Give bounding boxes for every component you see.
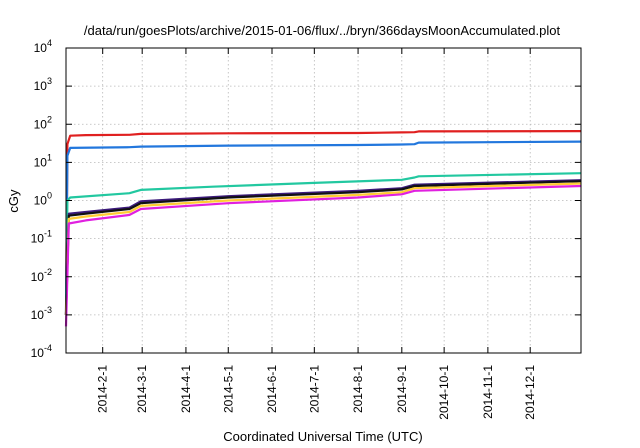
x-tick-label: 2014-8-1 <box>351 365 365 413</box>
chart-title: /data/run/goesPlots/archive/2015-01-06/f… <box>84 23 561 38</box>
y-tick-label: 100 <box>34 191 52 208</box>
x-tick-label: 2014-3-1 <box>135 365 149 413</box>
x-tick-label: 2014-4-1 <box>179 365 193 413</box>
y-tick-label: 10-2 <box>31 267 52 284</box>
x-tick-label: 2014-2-1 <box>96 365 110 413</box>
x-tick-label: 2014-5-1 <box>221 365 235 413</box>
x-tick-label: 2014-10-1 <box>437 365 451 420</box>
y-tick-label: 10-4 <box>31 343 52 360</box>
y-axis: 10-4 10-3 10-2 10-1 100 101 102 103 104 <box>31 38 581 360</box>
y-axis-label: cGy <box>6 189 21 213</box>
x-axis-label: Coordinated Universal Time (UTC) <box>223 429 422 444</box>
y-tick-label: 10-3 <box>31 305 52 322</box>
y-tick-label: 103 <box>34 76 52 93</box>
series-line-2 <box>64 140 582 315</box>
series-line-3 <box>64 172 582 315</box>
series-line-5 <box>64 180 582 315</box>
x-tick-label: 2014-12-1 <box>523 365 537 420</box>
series-group <box>64 130 582 327</box>
y-tick-label: 104 <box>34 38 52 55</box>
x-tick-label: 2014-9-1 <box>395 365 409 413</box>
series-line-7 <box>64 184 582 327</box>
x-tick-label: 2014-7-1 <box>307 365 321 413</box>
y-tick-label: 101 <box>34 152 52 169</box>
series-line-4 <box>64 179 582 315</box>
series-line-6 <box>64 182 582 315</box>
x-tick-label: 2014-6-1 <box>265 365 279 413</box>
series-line-1 <box>64 130 582 315</box>
x-tick-label: 2014-11-1 <box>481 365 495 419</box>
y-tick-label: 10-1 <box>31 229 52 246</box>
x-axis: 2014-2-1 2014-3-1 2014-4-1 2014-5-1 2014-6-1… <box>96 48 537 420</box>
y-tick-label: 102 <box>34 114 52 131</box>
